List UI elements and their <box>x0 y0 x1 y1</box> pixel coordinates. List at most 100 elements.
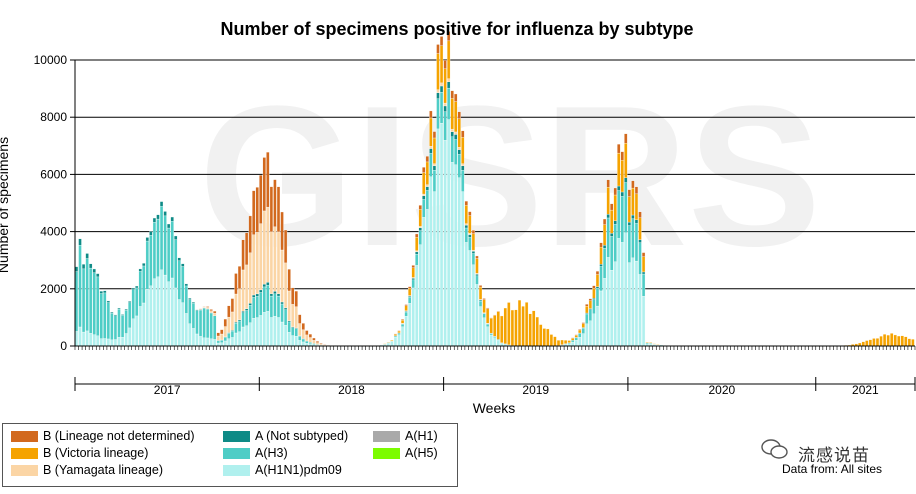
bar-segment <box>454 164 458 347</box>
y-tick-label: 6000 <box>40 167 67 181</box>
bar-segment <box>408 297 412 304</box>
bar-segment <box>184 285 188 314</box>
bar-segment <box>457 149 461 155</box>
bar-segment <box>142 263 146 267</box>
bar-segment <box>861 341 865 347</box>
bar-segment <box>578 333 582 338</box>
bar-segment <box>227 333 231 339</box>
bar-segment <box>482 313 486 318</box>
bar-segment <box>443 140 447 347</box>
bar-segment <box>627 189 632 197</box>
bar-segment <box>432 163 437 167</box>
bar-segment <box>897 335 901 347</box>
bar-segment <box>634 223 639 262</box>
bar-segment <box>181 302 185 347</box>
bar-segment <box>485 323 490 327</box>
bar-segment <box>280 303 284 323</box>
bar-segment <box>549 334 554 347</box>
bar-segment <box>237 266 242 290</box>
bar-segment <box>322 344 327 346</box>
bar-segment <box>209 338 213 347</box>
bar-segment <box>78 326 82 347</box>
bar-segment <box>425 209 429 347</box>
bar-segment <box>276 293 281 297</box>
bar-segment <box>252 190 256 235</box>
bar-segment <box>234 273 238 295</box>
bar-segment <box>475 258 479 274</box>
bar-segment <box>585 313 589 324</box>
bar-segment <box>205 306 210 308</box>
bar-segment <box>418 209 422 227</box>
bar-segment <box>145 237 149 242</box>
bar-segment <box>205 308 210 339</box>
bar-segment <box>145 289 149 347</box>
bar-segment <box>886 334 890 347</box>
bar-segment <box>432 131 437 139</box>
bar-segment <box>223 318 227 327</box>
bar-segment <box>223 326 227 337</box>
bar-segment <box>457 177 461 347</box>
bar-segment <box>273 226 277 292</box>
bar-segment <box>96 335 100 347</box>
bar-segment <box>99 291 103 294</box>
bar-segment <box>571 337 575 341</box>
bar-segment <box>269 231 274 294</box>
bar-segment <box>181 263 185 267</box>
bar-segment <box>131 318 135 347</box>
bar-segment <box>404 315 408 347</box>
bar-segment <box>415 265 419 347</box>
bar-segment <box>259 289 263 293</box>
bar-segment <box>454 139 458 165</box>
bar-segment <box>645 341 649 343</box>
bar-segment <box>283 262 288 309</box>
bar-segment <box>493 315 497 337</box>
bar-segment <box>592 313 596 347</box>
bar-segment <box>471 253 476 265</box>
bar-segment <box>96 276 100 336</box>
bar-segment <box>624 232 628 347</box>
legend-swatch <box>373 447 400 459</box>
bar-segment <box>627 221 632 226</box>
bar-segment <box>124 310 128 334</box>
bar-segment <box>521 306 525 347</box>
legend-swatch <box>223 464 250 476</box>
bar-segment <box>436 92 440 99</box>
bar-segment <box>496 310 500 312</box>
bar-segment <box>291 327 295 336</box>
bar-segment <box>234 323 238 334</box>
bar-segment <box>454 131 458 135</box>
bar-segment <box>255 293 259 297</box>
bar-segment <box>184 313 188 347</box>
bar-segment <box>283 309 288 326</box>
bar-segment <box>571 341 575 347</box>
bar-segment <box>439 85 444 93</box>
bar-segment <box>96 273 100 278</box>
legend-item-a-h5: A(H5) <box>373 446 438 460</box>
bar-segment <box>404 304 408 306</box>
bar-segment <box>252 294 256 298</box>
bar-segment <box>393 333 398 335</box>
bar-segment <box>447 78 451 82</box>
bar-segment <box>599 290 603 347</box>
bar-segment <box>167 227 171 282</box>
bar-segment <box>443 105 447 112</box>
bar-segment <box>138 268 142 272</box>
bar-segment <box>634 186 639 195</box>
bar-segment <box>252 318 256 347</box>
bar-segment <box>617 238 621 347</box>
bar-segment <box>436 53 440 90</box>
bar-segment <box>404 305 408 311</box>
bar-segment <box>120 337 125 347</box>
bar-segment <box>195 309 199 311</box>
bar-segment <box>262 157 266 212</box>
bar-segment <box>478 285 483 288</box>
bar-segment <box>631 187 635 216</box>
bar-segment <box>383 343 387 345</box>
bar-segment <box>450 131 454 137</box>
bar-segment <box>599 247 603 265</box>
bar-segment <box>478 306 483 347</box>
bar-segment <box>237 331 242 347</box>
bar-segment <box>610 209 614 234</box>
bar-segment <box>443 102 447 107</box>
bar-segment <box>120 314 125 316</box>
